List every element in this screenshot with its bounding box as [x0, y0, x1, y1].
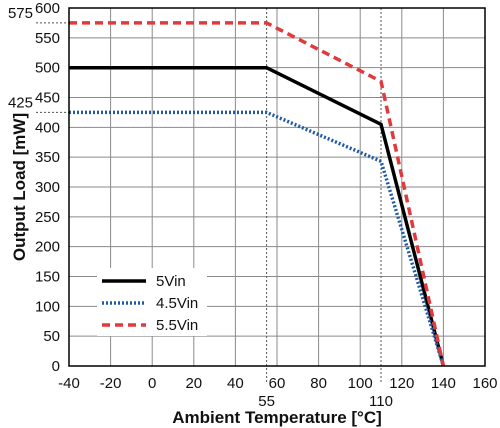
y-tick-label: 400 — [35, 119, 60, 136]
x-axis-title: Ambient Temperature [°C] — [172, 408, 382, 427]
x-reference-label: 55 — [258, 393, 275, 410]
y-tick-label: 0 — [52, 358, 60, 375]
y-axis-title: Output Load [mW] — [10, 113, 29, 261]
annotation-labels: 575 425 55 110 — [8, 5, 393, 410]
y-tick-label: 500 — [35, 60, 60, 77]
x-tick-labels: -40 -20 0 20 40 60 80 100 120 140 160 — [58, 375, 497, 392]
x-tick-label: 60 — [269, 375, 286, 392]
y-tick-label: 250 — [35, 209, 60, 226]
x-tick-label: 120 — [389, 375, 414, 392]
x-tick-label: 140 — [431, 375, 456, 392]
y-reference-label: 575 — [8, 5, 33, 22]
x-tick-label: 40 — [227, 375, 244, 392]
legend: 5Vin 4.5Vin 5.5Vin — [97, 268, 207, 336]
series-line-5-5vin — [69, 21, 446, 367]
x-reference-label: 110 — [369, 393, 393, 410]
reference-lines — [36, 8, 382, 383]
x-tick-label: 0 — [148, 375, 156, 392]
y-tick-label: 350 — [35, 149, 60, 166]
x-tick-label: 100 — [348, 375, 373, 392]
legend-label: 5.5Vin — [156, 317, 198, 334]
y-tick-labels: 0 50 100 150 200 250 300 350 400 450 500 550 600 — [35, 0, 60, 375]
y-tick-label: 550 — [35, 30, 60, 47]
x-tick-label: 160 — [472, 375, 497, 392]
series-line-4-5vin — [69, 110, 446, 367]
y-tick-label: 150 — [35, 269, 60, 286]
y-tick-label: 450 — [35, 90, 60, 107]
x-tick-label: 80 — [310, 375, 327, 392]
plot-frame — [68, 7, 486, 367]
x-tick-label: -20 — [100, 375, 122, 392]
y-tick-label: 100 — [35, 298, 60, 315]
y-tick-label: 200 — [35, 239, 60, 256]
y-reference-label: 425 — [8, 94, 33, 111]
series-line-5vin — [69, 65, 446, 367]
x-tick-label: 20 — [185, 375, 202, 392]
x-tick-label: -40 — [58, 375, 80, 392]
y-tick-label: 600 — [35, 0, 60, 17]
legend-label: 4.5Vin — [156, 295, 198, 312]
series-lines — [69, 21, 446, 367]
legend-label: 5Vin — [156, 273, 186, 290]
y-tick-label: 50 — [43, 328, 60, 345]
y-tick-label: 300 — [35, 179, 60, 196]
